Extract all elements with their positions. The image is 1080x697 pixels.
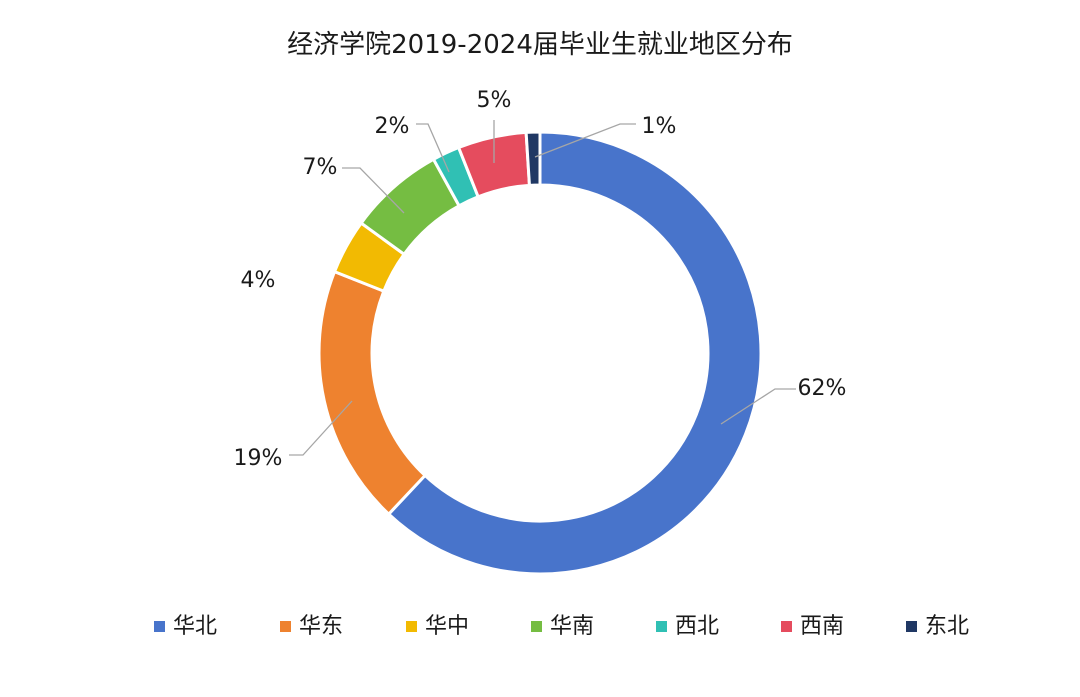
donut-slice-6 [524, 130, 542, 187]
data-label-5: 5% [477, 88, 512, 113]
legend-swatch-1 [280, 621, 291, 632]
legend-swatch-2 [406, 621, 417, 632]
legend-label-4: 西北 [675, 614, 719, 639]
donut-slices [317, 130, 763, 576]
legend-swatch-3 [531, 621, 542, 632]
legend-label-2: 华中 [425, 614, 469, 639]
donut-slice-0 [386, 130, 763, 576]
leader-line-0 [720, 388, 796, 425]
leader-line-6 [534, 123, 636, 158]
chart-title: 经济学院2019-2024届毕业生就业地区分布 [287, 30, 793, 60]
legend-swatch-6 [906, 621, 917, 632]
legend-swatch-4 [656, 621, 667, 632]
legend-label-3: 华南 [550, 614, 594, 639]
data-label-4: 2% [375, 114, 410, 139]
data-label-2: 4% [241, 268, 276, 293]
data-label-3: 7% [303, 155, 338, 180]
legend-swatch-0 [154, 621, 165, 632]
legend-label-1: 华东 [299, 614, 343, 639]
data-label-6: 1% [642, 114, 677, 139]
data-label-1: 19% [234, 446, 283, 471]
legend-label-0: 华北 [173, 614, 217, 639]
leader-line-1 [289, 400, 353, 456]
leader-lines [289, 120, 796, 456]
legend: 华北 华东 华中 华南 西北 西南 东北 [154, 614, 969, 639]
leader-line-3 [342, 167, 405, 214]
legend-label-5: 西南 [800, 614, 844, 639]
legend-swatch-5 [781, 621, 792, 632]
data-label-0: 62% [798, 376, 847, 401]
data-labels: 62% 19% 4% 7% 2% 5% 1% [234, 88, 847, 471]
leader-line-4 [416, 123, 450, 173]
donut-slice-1 [317, 269, 428, 517]
legend-label-6: 东北 [925, 614, 969, 639]
